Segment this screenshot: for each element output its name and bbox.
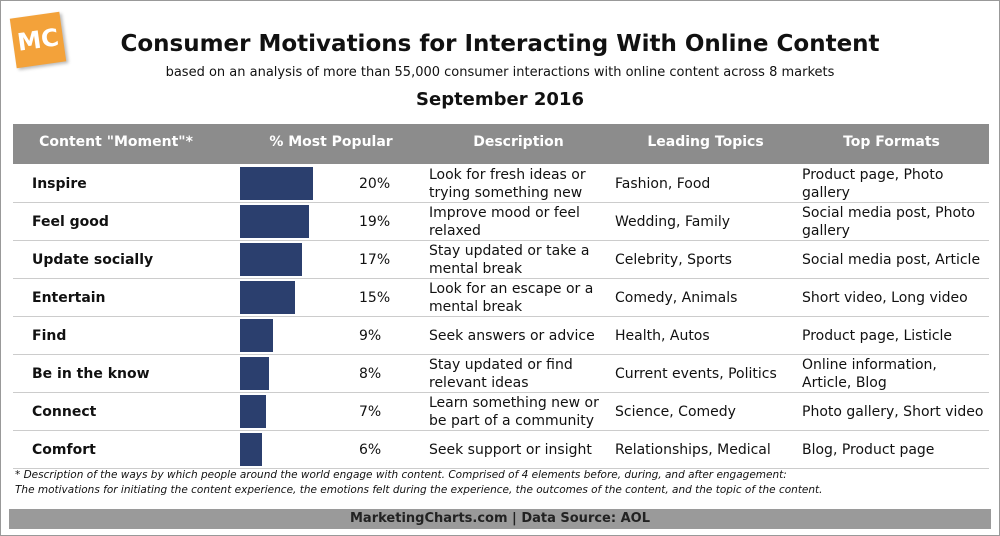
moment: Comfort xyxy=(32,442,96,458)
formats: Social media post, Article xyxy=(802,252,981,268)
moment: Inspire xyxy=(32,176,87,192)
description: Look for fresh ideas or trying something… xyxy=(429,167,586,201)
topics: Current events, Politics xyxy=(615,366,777,382)
topics: Science, Comedy xyxy=(615,404,736,420)
formats: Product page, Listicle xyxy=(802,328,953,344)
moment: Entertain xyxy=(32,290,106,306)
topics: Relationships, Medical xyxy=(615,442,771,458)
topics: Comedy, Animals xyxy=(615,290,738,306)
pct-label: 8% xyxy=(359,366,382,382)
column-header: Leading Topics xyxy=(647,134,764,150)
title: Consumer Motivations for Interacting Wit… xyxy=(120,31,880,57)
bar xyxy=(240,433,262,466)
bar xyxy=(240,281,295,314)
pct-label: 15% xyxy=(359,290,391,306)
topics: Wedding, Family xyxy=(615,214,731,230)
column-header: % Most Popular xyxy=(269,134,393,150)
bar xyxy=(240,205,310,238)
moment: Connect xyxy=(32,404,97,420)
description: Learn something new or be part of a comm… xyxy=(429,395,599,429)
bar xyxy=(240,319,273,352)
row xyxy=(13,393,989,431)
topics: Fashion, Food xyxy=(615,176,711,192)
moment: Be in the know xyxy=(32,366,150,382)
formats: Short video, Long video xyxy=(802,290,968,306)
bar xyxy=(240,167,313,200)
description: Seek support or insight xyxy=(429,442,592,458)
row xyxy=(13,431,989,469)
row xyxy=(13,355,989,393)
row xyxy=(13,279,989,317)
column-header: Top Formats xyxy=(843,134,940,150)
formats: Online information, Article, Blog xyxy=(802,357,937,391)
description: Seek answers or advice xyxy=(429,328,595,344)
pct-label: 19% xyxy=(359,214,391,230)
source: MarketingCharts.com | Data Source: AOL xyxy=(9,509,991,529)
row xyxy=(13,165,989,203)
pct-label: 17% xyxy=(359,252,391,268)
pct-label: 6% xyxy=(359,442,382,458)
row xyxy=(13,203,989,241)
topics: Celebrity, Sports xyxy=(615,252,732,268)
subtitle: based on an analysis of more than 55,000… xyxy=(165,65,835,80)
row xyxy=(13,241,989,279)
moment: Update socially xyxy=(32,252,154,268)
pct-label: 20% xyxy=(359,176,391,192)
description: Improve mood or feel relaxed xyxy=(429,205,580,239)
date: September 2016 xyxy=(416,89,584,110)
formats: Product page, Photo gallery xyxy=(802,167,944,201)
column-header: Description xyxy=(473,134,564,150)
row xyxy=(13,317,989,355)
moment: Find xyxy=(32,328,67,344)
formats: Photo gallery, Short video xyxy=(802,404,984,420)
topics: Health, Autos xyxy=(615,328,710,344)
description: Stay updated or find relevant ideas xyxy=(429,357,573,391)
footnote: The motivations for initiating the conte… xyxy=(15,484,823,496)
footnote: * Description of the ways by which peopl… xyxy=(15,469,787,481)
pct-label: 7% xyxy=(359,404,382,420)
column-header: Content "Moment"* xyxy=(39,134,193,150)
description: Stay updated or take a mental break xyxy=(429,243,590,277)
pct-label: 9% xyxy=(359,328,382,344)
moment: Feel good xyxy=(32,214,109,230)
bar xyxy=(240,357,270,390)
formats: Social media post, Photo gallery xyxy=(802,205,976,239)
bar xyxy=(240,243,303,276)
description: Look for an escape or a mental break xyxy=(429,281,594,315)
table-header xyxy=(13,124,989,164)
bar xyxy=(240,395,266,428)
formats: Blog, Product page xyxy=(802,442,935,458)
